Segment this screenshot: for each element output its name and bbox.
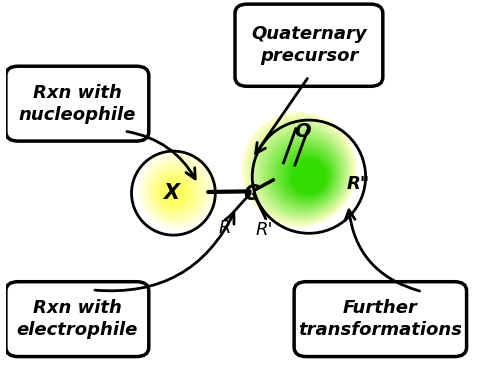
Ellipse shape	[147, 162, 206, 220]
Text: R": R"	[346, 175, 370, 193]
Ellipse shape	[284, 152, 331, 199]
Ellipse shape	[279, 147, 334, 202]
FancyBboxPatch shape	[294, 282, 466, 357]
Text: Rxn with
electrophile: Rxn with electrophile	[16, 299, 138, 339]
Ellipse shape	[136, 148, 220, 231]
Ellipse shape	[274, 142, 337, 206]
Ellipse shape	[152, 169, 198, 215]
Ellipse shape	[258, 128, 346, 216]
Ellipse shape	[276, 145, 336, 204]
Ellipse shape	[148, 164, 203, 219]
Text: Further
transformations: Further transformations	[298, 299, 462, 339]
Ellipse shape	[248, 118, 352, 223]
Ellipse shape	[161, 181, 186, 206]
Text: R': R'	[256, 221, 274, 239]
Ellipse shape	[260, 130, 344, 214]
Ellipse shape	[154, 171, 196, 213]
Ellipse shape	[292, 160, 326, 194]
FancyBboxPatch shape	[6, 282, 149, 357]
FancyBboxPatch shape	[235, 4, 383, 86]
Ellipse shape	[156, 173, 194, 211]
Text: O: O	[294, 121, 312, 141]
Ellipse shape	[145, 159, 208, 222]
Ellipse shape	[256, 125, 348, 217]
Ellipse shape	[271, 140, 338, 207]
FancyBboxPatch shape	[6, 66, 149, 141]
Text: C: C	[243, 184, 258, 204]
Ellipse shape	[263, 132, 343, 212]
Text: R: R	[219, 219, 232, 237]
Ellipse shape	[290, 157, 328, 195]
Ellipse shape	[250, 120, 351, 221]
Text: Rxn with
nucleophile: Rxn with nucleophile	[18, 84, 136, 124]
Ellipse shape	[245, 115, 354, 224]
Ellipse shape	[138, 150, 218, 230]
Ellipse shape	[268, 138, 340, 209]
Ellipse shape	[144, 157, 210, 224]
Ellipse shape	[266, 135, 342, 211]
Ellipse shape	[253, 123, 350, 219]
Ellipse shape	[158, 176, 191, 209]
Text: X: X	[163, 183, 179, 203]
Ellipse shape	[286, 155, 329, 197]
Ellipse shape	[282, 150, 332, 201]
Ellipse shape	[159, 178, 188, 208]
Ellipse shape	[142, 155, 213, 226]
Ellipse shape	[242, 113, 356, 226]
Ellipse shape	[150, 166, 200, 217]
Ellipse shape	[140, 152, 216, 228]
Text: Quaternary
precursor: Quaternary precursor	[251, 25, 366, 65]
